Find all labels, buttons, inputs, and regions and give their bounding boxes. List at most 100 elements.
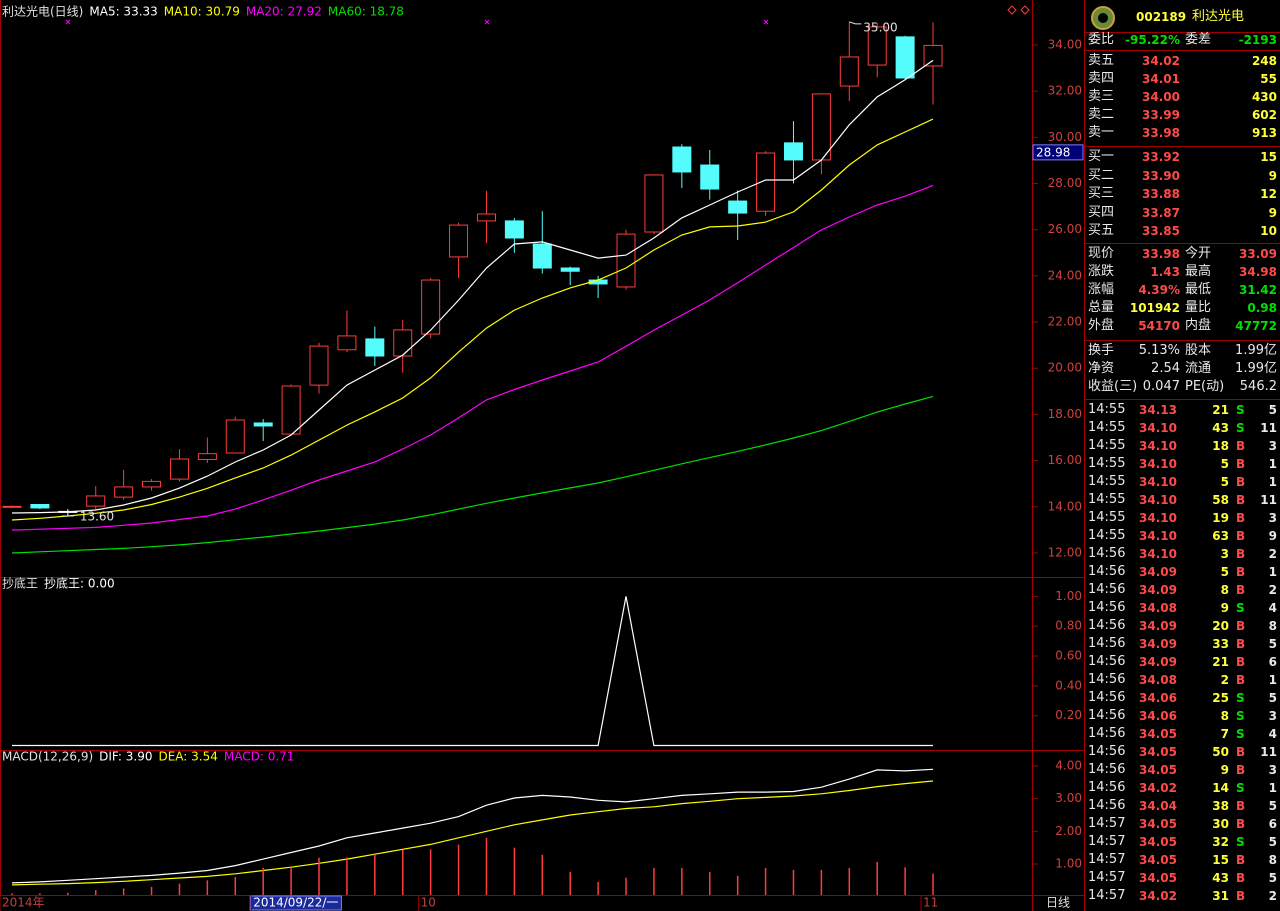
trade-count: 11 [1260, 745, 1277, 759]
y-tick-label: 24.00 [1048, 268, 1082, 282]
field-value: -95.22% [1125, 33, 1180, 47]
trade-count: 11 [1260, 493, 1277, 507]
candle-body [504, 220, 524, 239]
candle-body [30, 503, 50, 509]
trade-time: 14:56 [1088, 546, 1126, 561]
trade-side: B [1236, 439, 1246, 453]
trade-price: 34.09 [1139, 619, 1177, 633]
trade-time: 14:55 [1088, 438, 1126, 453]
trade-count: 5 [1268, 691, 1277, 705]
trade-side: S [1236, 601, 1245, 615]
candle-body [783, 142, 803, 161]
fundamental-value: 0.047 [1142, 379, 1180, 394]
trade-volume: 18 [1212, 439, 1229, 453]
trade-price: 34.09 [1139, 655, 1177, 669]
trade-volume: 43 [1212, 421, 1229, 435]
trade-time: 14:57 [1088, 888, 1126, 903]
stat-label: 涨幅 [1088, 282, 1115, 297]
legend-label: MA10: 30.79 [164, 5, 240, 19]
trade-volume: 50 [1212, 745, 1229, 759]
trade-price: 34.10 [1139, 475, 1177, 489]
window-icons [1007, 5, 1030, 15]
separator [1085, 340, 1280, 341]
marker [763, 19, 769, 25]
trade-time: 14:56 [1088, 744, 1126, 759]
candle-body [476, 213, 496, 222]
book-label: 卖一 [1088, 125, 1115, 140]
book-volume: 15 [1260, 150, 1277, 164]
trade-volume: 9 [1220, 601, 1229, 615]
background [0, 0, 1085, 911]
trade-count: 5 [1268, 637, 1277, 651]
trade-price: 34.05 [1139, 817, 1177, 831]
trade-price: 34.10 [1139, 493, 1177, 507]
trade-volume: 14 [1212, 781, 1229, 795]
book-volume: 12 [1260, 187, 1277, 201]
y-tick-label: 28.00 [1048, 176, 1082, 190]
stat-label: 最高 [1185, 264, 1212, 279]
trade-volume: 7 [1220, 727, 1229, 741]
fundamental-value: 1.99亿 [1235, 361, 1277, 376]
trade-price: 34.10 [1139, 547, 1177, 561]
stat-label: 量比 [1185, 300, 1212, 315]
y-tick-label: 12.00 [1048, 545, 1082, 559]
book-price: 33.90 [1142, 168, 1180, 183]
trade-count: 3 [1268, 511, 1277, 525]
y-tick-label: 22.00 [1048, 315, 1082, 329]
trade-price: 34.10 [1139, 421, 1177, 435]
legend-label: 利达光电(日线) [2, 5, 83, 19]
trade-count: 9 [1268, 529, 1277, 543]
min-label: 13.60 [80, 510, 114, 524]
fundamental-label: 流通 [1185, 361, 1212, 376]
trade-side: S [1236, 403, 1245, 417]
trade-time: 14:55 [1088, 456, 1126, 471]
trade-side: B [1236, 871, 1246, 885]
trade-side: B [1236, 565, 1246, 579]
trade-volume: 8 [1220, 583, 1229, 597]
stat-value: 54170 [1138, 319, 1180, 333]
book-volume: 9 [1268, 205, 1277, 220]
trade-time: 14:55 [1088, 510, 1126, 525]
x-tick-label: 2014年 [2, 896, 45, 910]
candle-body [421, 279, 441, 335]
trade-volume: 21 [1212, 403, 1229, 417]
trade-side: B [1236, 799, 1246, 813]
legend-label: MACD: 0.71 [224, 750, 295, 764]
candle-body [560, 267, 580, 272]
trade-volume: 30 [1212, 817, 1229, 831]
book-label: 买二 [1088, 167, 1115, 183]
book-label: 买四 [1088, 204, 1115, 220]
trade-side: B [1236, 493, 1246, 507]
y-tick-label: 14.00 [1048, 499, 1082, 513]
stat-label: 最低 [1185, 282, 1212, 297]
line-series [11, 118, 934, 521]
trade-side: B [1236, 529, 1246, 543]
candle-body [197, 453, 217, 460]
candle-body [867, 26, 887, 66]
trade-price: 34.05 [1139, 853, 1177, 867]
trade-count: 3 [1268, 763, 1277, 777]
trade-side: S [1236, 727, 1245, 741]
x-tick-label: 2014/09/22/一 [253, 896, 338, 910]
line-series [12, 596, 933, 747]
trade-count: 5 [1268, 799, 1277, 813]
trade-price: 34.05 [1139, 835, 1177, 849]
marker [484, 19, 490, 25]
trade-time: 14:55 [1088, 528, 1126, 543]
book-price: 34.00 [1142, 90, 1180, 104]
trade-volume: 63 [1212, 529, 1229, 543]
book-price: 33.88 [1142, 187, 1180, 201]
book-price: 34.02 [1142, 54, 1180, 68]
trade-price: 34.10 [1139, 457, 1177, 471]
book-volume: 248 [1251, 54, 1277, 68]
trade-time: 14:56 [1088, 726, 1126, 741]
trade-side: B [1236, 655, 1246, 669]
trade-side: B [1236, 475, 1246, 489]
candle-body [337, 335, 357, 351]
trade-price: 34.06 [1139, 709, 1177, 723]
trade-side: B [1236, 457, 1246, 471]
book-label: 卖二 [1088, 107, 1115, 122]
cursor-price-box [1032, 144, 1084, 161]
trade-time: 14:56 [1088, 780, 1126, 795]
stat-value: 4.39% [1138, 283, 1180, 297]
